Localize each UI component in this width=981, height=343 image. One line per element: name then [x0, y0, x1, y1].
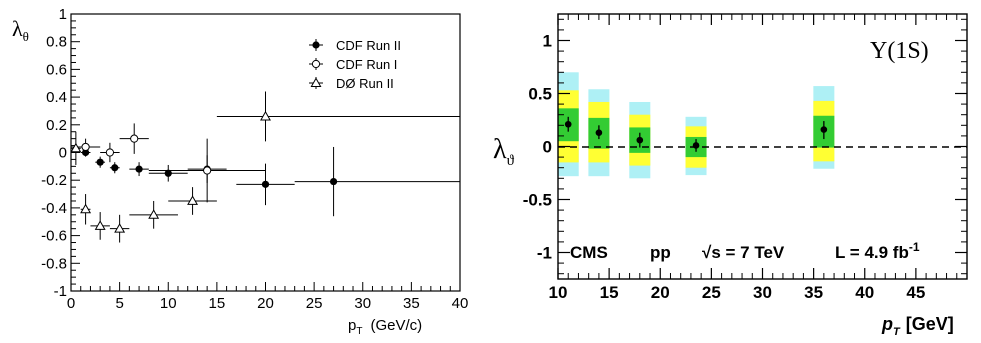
left-data-point — [260, 110, 271, 121]
left-data-point — [148, 209, 160, 219]
left-data-point — [329, 177, 338, 186]
left-data-point — [94, 220, 106, 230]
right-title: Υ(1S) — [870, 38, 929, 64]
left-y-tick-label: 0.6 — [46, 61, 67, 78]
annotation-energy: √s = 7 TeV — [702, 243, 785, 262]
left-x-tick-label: 35 — [403, 295, 420, 312]
left-data-point — [130, 134, 139, 143]
left-data-layer — [70, 91, 460, 243]
left-legend: CDF Run II CDF Run I DØ Run II — [309, 38, 401, 91]
right-y-tick-label: -0.5 — [523, 191, 552, 210]
left-plot-frame — [70, 13, 461, 292]
left-data-point — [81, 142, 90, 152]
right-data-point — [636, 136, 644, 144]
annotation-luminosity: L = 4.9 fb-1 — [835, 240, 920, 262]
left-y-tick-label: -0.2 — [41, 172, 67, 189]
right-x-tick-label: 10 — [549, 283, 568, 302]
left-y-tick-label: -0.8 — [41, 255, 67, 272]
left-data-point — [80, 203, 92, 214]
right-x-tick-label: 15 — [600, 283, 619, 302]
left-axis-ticks: 0 5 10 15 20 25 30 35 40 -1 -0.8 -0.6 -0.4 -0.2 0 0.2 0.… — [41, 6, 468, 312]
legend-marker — [311, 59, 321, 69]
right-y-tick-label: 1 — [543, 32, 552, 51]
legend-label: DØ Run II — [336, 76, 394, 91]
left-x-tick-label: 25 — [306, 295, 323, 312]
left-data-point — [105, 148, 115, 157]
left-y-tick-label: 0.8 — [46, 34, 67, 51]
left-y-tick-label: -1 — [54, 283, 67, 300]
left-data-point — [111, 164, 119, 172]
right-x-tick-label: 30 — [753, 283, 772, 302]
legend-marker — [310, 77, 322, 87]
left-y-tick-label: 1 — [59, 6, 67, 23]
left-x-tick-label: 40 — [452, 295, 469, 312]
left-y-tick-label: -0.4 — [41, 200, 67, 217]
left-xlabel: pT (GeV/c) — [348, 317, 422, 337]
left-data-point — [70, 142, 82, 153]
left-x-tick-label: 20 — [257, 295, 274, 312]
legend-label: CDF Run II — [336, 38, 401, 53]
left-y-tick-label: -0.6 — [41, 228, 67, 245]
left-y-tick-label: 0 — [59, 145, 67, 162]
left-x-tick-label: 5 — [115, 295, 123, 312]
left-x-tick-label: 0 — [67, 295, 75, 312]
right-y-tick-label: -1 — [537, 244, 552, 263]
right-y-tick-label: 0 — [543, 138, 552, 157]
left-data-point — [203, 166, 212, 175]
right-y-tick-label: 0.5 — [528, 85, 552, 104]
right-ylabel: λϑ — [493, 134, 515, 169]
left-x-tick-label: 10 — [160, 295, 177, 312]
right-chart: 10 15 20 25 30 35 40 45 -1 -0.5 0 0.5 1 Υ(1S) CMS pp… — [493, 13, 968, 338]
right-data-point — [820, 126, 828, 133]
right-x-tick-label: 25 — [702, 283, 721, 302]
left-data-point — [261, 180, 270, 188]
left-ylabel: λθ — [12, 16, 29, 44]
left-y-tick-label: 0.2 — [46, 117, 67, 134]
left-data-point — [114, 223, 126, 233]
right-x-tick-label: 20 — [651, 283, 670, 302]
left-data-point — [135, 165, 143, 173]
right-x-tick-label: 45 — [906, 283, 925, 302]
right-x-tick-label: 40 — [855, 283, 874, 302]
right-axis-ticks: 10 15 20 25 30 35 40 45 -1 -0.5 0 0.5 1 — [523, 14, 967, 302]
right-data-point — [595, 129, 603, 137]
right-data-point — [564, 120, 572, 128]
left-chart: 0 5 10 15 20 25 30 35 40 -1 -0.8 -0.6 -0.4 -0.2 0 0.2 0.… — [12, 6, 468, 337]
left-y-tick-label: 0.4 — [46, 89, 67, 106]
left-data-point — [164, 169, 172, 177]
legend-label: CDF Run I — [336, 57, 397, 72]
annotation-collision: pp — [650, 243, 671, 262]
left-x-tick-label: 15 — [209, 295, 226, 312]
left-data-point — [187, 195, 199, 205]
legend-marker — [312, 41, 320, 49]
annotation-experiment: CMS — [570, 243, 608, 262]
right-x-tick-label: 35 — [804, 283, 823, 302]
right-xlabel: pT [GeV] — [881, 314, 954, 338]
left-x-tick-label: 30 — [354, 295, 371, 312]
right-data-layer — [564, 116, 828, 152]
left-data-point — [96, 158, 104, 166]
right-data-point — [692, 142, 700, 149]
